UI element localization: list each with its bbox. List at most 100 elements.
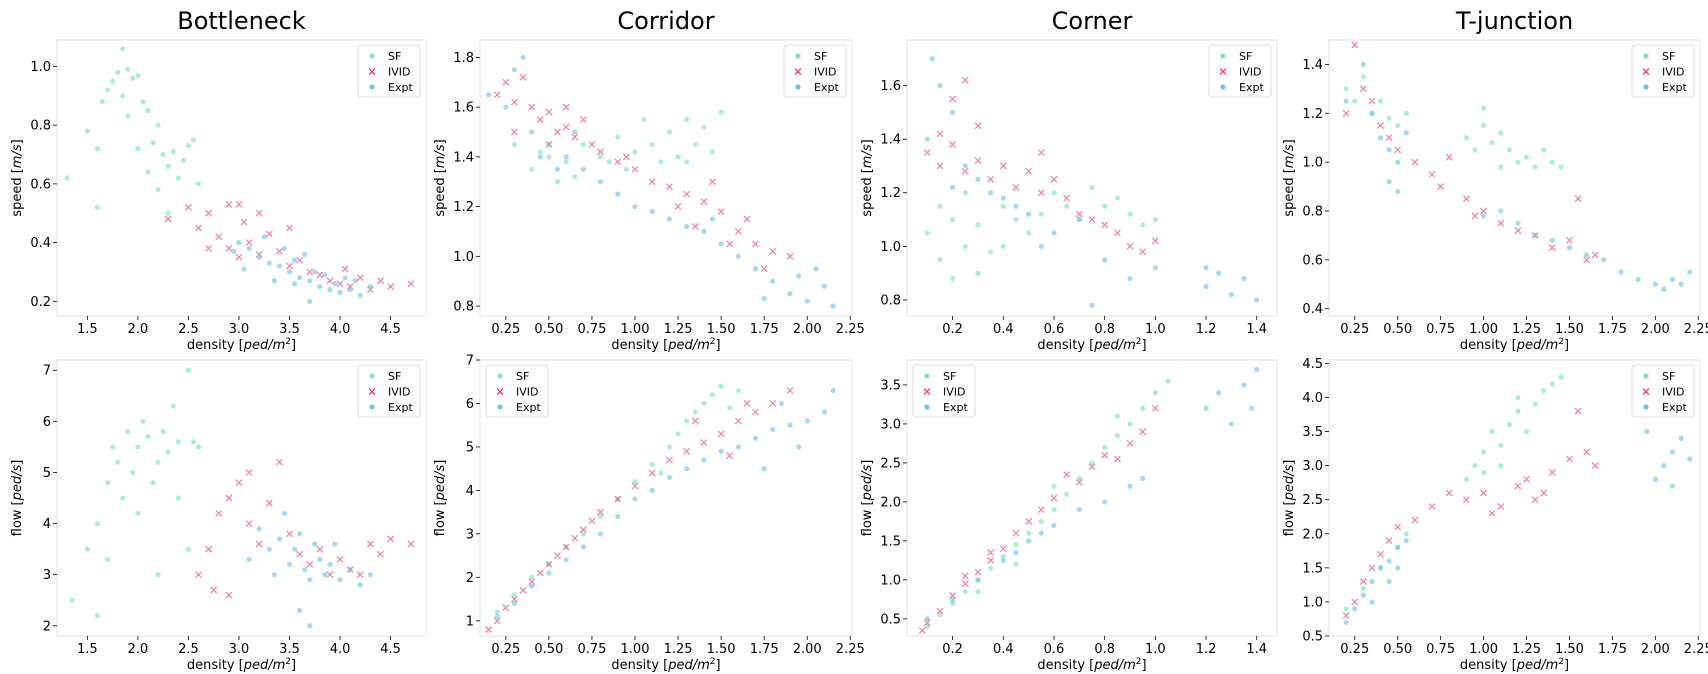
data-point-sf (1343, 86, 1349, 92)
data-point-ivid (1531, 496, 1539, 504)
data-point-sf (120, 93, 126, 99)
data-point-sf (104, 480, 111, 486)
data-point-ivid (245, 520, 253, 528)
data-point-expt (1678, 435, 1684, 441)
data-point-expt (787, 422, 793, 428)
bottleneck-flow-plot-area (56, 359, 427, 637)
data-point-ivid (923, 149, 931, 157)
data-point-ivid (1385, 537, 1393, 545)
data-point-ivid (1377, 122, 1384, 129)
data-point-ivid (936, 162, 944, 170)
data-point-expt (735, 253, 741, 259)
legend-label-sf: SF (516, 370, 529, 383)
x-tick-label: 1.2 (1196, 642, 1217, 657)
data-point-ivid (665, 456, 673, 464)
data-point-expt (307, 278, 313, 284)
data-point-ivid (245, 239, 253, 247)
data-point-sf (718, 109, 724, 115)
y-tick-label: 0.8 (30, 119, 51, 134)
data-point-expt (752, 435, 759, 441)
x-tick-label: 3.5 (279, 322, 300, 337)
data-point-sf (1114, 195, 1120, 201)
data-point-ivid (1025, 167, 1033, 175)
data-point-ivid (949, 141, 957, 148)
corridor-speed-title: Corridor (617, 7, 714, 35)
data-point-expt (1566, 245, 1573, 251)
legend-label-sf: SF (1662, 370, 1675, 383)
data-point-sf (1076, 475, 1082, 482)
data-point-sf (1549, 381, 1555, 387)
data-point-ivid (631, 165, 639, 173)
data-point-ivid (502, 604, 510, 612)
data-point-expt (286, 269, 293, 275)
data-point-expt (554, 166, 561, 172)
data-point-expt (813, 266, 819, 272)
data-point-sf (649, 141, 655, 148)
legend-marker-sf (497, 373, 503, 379)
data-point-sf (1152, 390, 1158, 396)
tjunction-speed-plot-area (1328, 39, 1701, 317)
data-point-expt (276, 263, 283, 269)
x-tick-label: 2.00 (793, 642, 822, 657)
data-point-ivid (987, 556, 995, 564)
data-point-ivid (528, 103, 536, 111)
data-point-ivid (336, 555, 344, 563)
y-tick-label: 1.2 (880, 186, 901, 201)
corner-flow-series-expt (924, 366, 1260, 622)
data-point-expt (830, 303, 836, 309)
data-point-expt (1102, 257, 1108, 263)
data-point-ivid (510, 98, 518, 106)
data-point-sf (1558, 164, 1564, 170)
data-point-ivid (316, 271, 324, 279)
data-point-sf (160, 428, 166, 435)
bottleneck-speed-panel: Bottleneck 1.5 2.0 2.5 3.0 3.5 4.0 4.5 0.2 0.4 0.6… (10, 7, 427, 353)
data-point-sf (1541, 147, 1547, 153)
data-point-expt (962, 163, 968, 169)
data-point-sf (175, 495, 181, 501)
x-tick-label: 1.0 (1145, 642, 1166, 657)
data-point-ivid (597, 148, 605, 156)
y-tick-label: 2.5 (880, 456, 901, 471)
corner-flow-panel: 0.2 0.4 0.6 0.8 1.0 1.2 1.4 0.5 1.0 1.5 2.0 2.5 3.0 3… (860, 359, 1278, 673)
legend-marker-expt (369, 404, 375, 410)
data-point-ivid (536, 116, 544, 124)
y-tick-label: 1.0 (880, 573, 901, 588)
data-point-expt (317, 556, 323, 562)
data-point-expt (327, 561, 333, 568)
data-point-ivid (674, 203, 682, 211)
data-point-sf (135, 444, 141, 450)
data-point-ivid (1514, 482, 1522, 490)
data-point-sf (735, 387, 741, 394)
x-tick-label: 1.00 (1469, 642, 1498, 657)
data-point-expt (1152, 265, 1158, 271)
x-tick-label: 4.5 (380, 322, 401, 337)
data-point-expt (1369, 599, 1375, 605)
data-point-sf (1352, 98, 1358, 104)
bottleneck-flow-x-axis-label: density [ped/m2] (187, 657, 296, 673)
bottleneck-speed-y-axis-label: speed [m/s] (10, 139, 25, 216)
data-point-sf (99, 99, 106, 105)
data-point-sf (1498, 463, 1504, 469)
legend-marker-sf (924, 373, 930, 379)
corridor-flow-panel: 0.25 0.50 0.75 1.00 1.25 1.50 1.75 2.00 2.25 1 2 3 4… (433, 354, 865, 674)
data-point-expt (537, 154, 543, 160)
y-tick-label: 1.5 (880, 534, 901, 549)
data-point-ivid (562, 123, 570, 131)
y-tick-label: 3 (466, 527, 474, 542)
data-point-expt (924, 136, 930, 142)
data-point-ivid (306, 560, 314, 568)
data-point-sf (511, 592, 518, 598)
data-point-sf (641, 116, 647, 123)
data-point-ivid (536, 569, 544, 577)
data-point-sf (94, 520, 101, 527)
data-point-ivid (571, 133, 579, 141)
data-point-expt (563, 557, 569, 563)
corner-speed-series-expt (924, 56, 1260, 308)
data-point-sf (84, 546, 90, 552)
data-point-ivid (510, 595, 518, 603)
data-point-sf (692, 141, 698, 148)
data-point-sf (511, 141, 518, 148)
legend-marker-ivid (1642, 68, 1650, 75)
data-point-sf (135, 146, 141, 152)
data-point-sf (1403, 531, 1409, 537)
